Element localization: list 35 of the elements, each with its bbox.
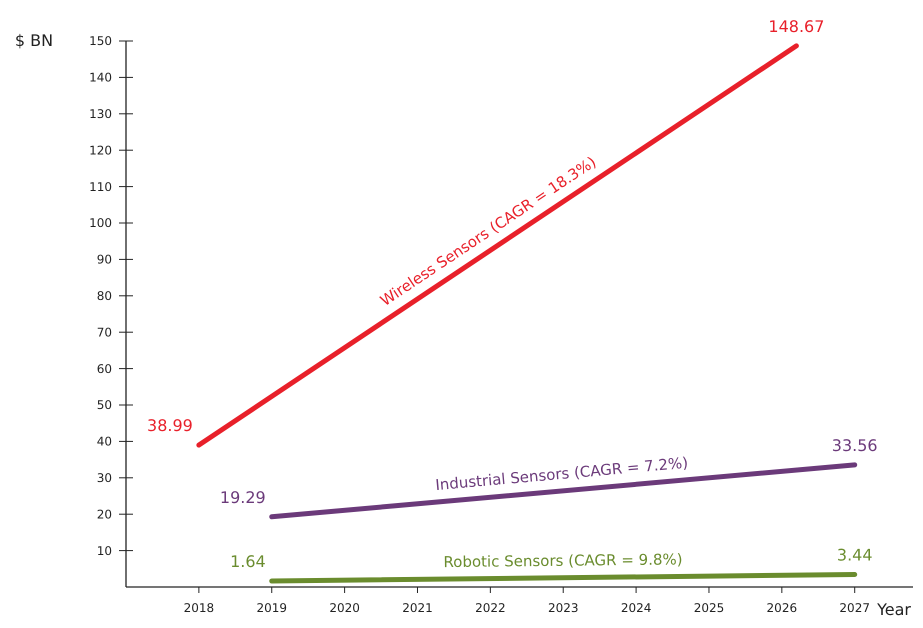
y-tick-label: 50 bbox=[96, 398, 112, 412]
x-axis-title: Year bbox=[876, 600, 912, 619]
data-label: 3.44 bbox=[836, 545, 873, 564]
y-tick-label: 60 bbox=[96, 362, 112, 376]
data-label: 33.56 bbox=[832, 436, 878, 455]
x-tick-label: 2026 bbox=[766, 601, 798, 615]
x-tick-label: 2021 bbox=[402, 601, 433, 615]
y-axis-title: $ BN bbox=[14, 31, 54, 50]
y-tick-label: 120 bbox=[89, 143, 112, 158]
x-tick-label: 2025 bbox=[694, 601, 724, 615]
y-tick-label: 70 bbox=[96, 325, 112, 340]
x-tick-label: 2018 bbox=[184, 601, 214, 615]
x-tick-label: 2019 bbox=[256, 601, 288, 615]
y-tick-label: 40 bbox=[96, 434, 112, 449]
y-tick-label: 150 bbox=[89, 34, 112, 48]
y-tick-label: 80 bbox=[96, 289, 112, 303]
data-label: 38.99 bbox=[147, 416, 193, 436]
y-tick-label: 20 bbox=[96, 507, 112, 522]
data-label: 148.67 bbox=[768, 16, 824, 36]
data-label: 19.29 bbox=[220, 488, 266, 507]
y-tick-label: 100 bbox=[89, 216, 112, 230]
x-tick-label: 2023 bbox=[548, 601, 578, 615]
x-tick-label: 2024 bbox=[620, 601, 652, 615]
y-tick-label: 30 bbox=[96, 471, 112, 485]
x-tick-label: 2027 bbox=[839, 601, 870, 615]
y-tick-label: 140 bbox=[89, 70, 112, 85]
y-tick-label: 110 bbox=[89, 180, 112, 194]
series-label: Robotic Sensors (CAGR = 9.8%) bbox=[443, 550, 683, 572]
data-label: 1.64 bbox=[230, 552, 266, 572]
y-tick-label: 10 bbox=[96, 544, 112, 558]
x-tick-label: 2022 bbox=[475, 601, 506, 615]
y-tick-label: 90 bbox=[96, 252, 112, 267]
text: Industrial Sensors (CAGR = 7.2%) bbox=[434, 454, 689, 494]
x-tick-label: 2020 bbox=[329, 601, 360, 615]
y-tick-label: 130 bbox=[89, 107, 112, 121]
